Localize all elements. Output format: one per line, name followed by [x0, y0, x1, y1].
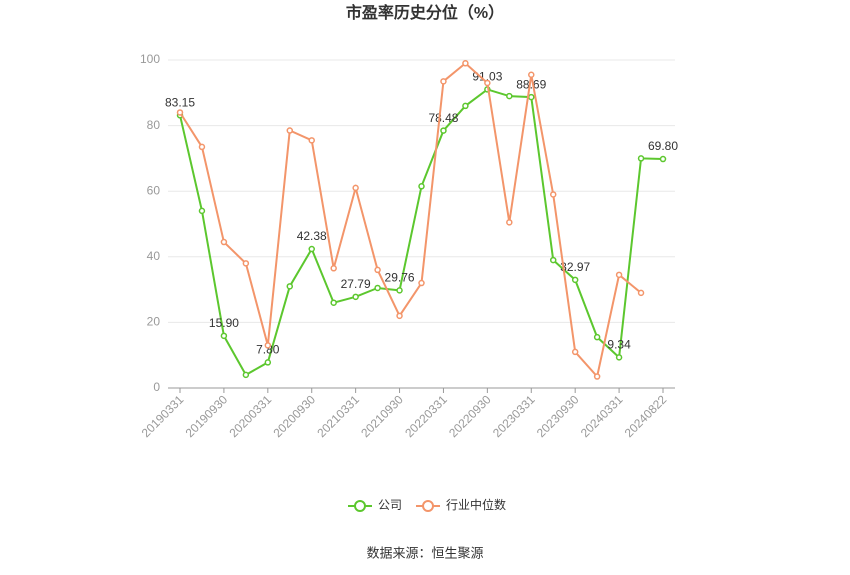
x-tick-label: 20230930: [534, 392, 582, 440]
point: [374, 266, 381, 274]
x-tick-label: 20190331: [139, 392, 187, 440]
series-line: [179, 88, 664, 377]
point: [374, 284, 381, 292]
data-label: 32.97: [560, 260, 590, 274]
point: [352, 293, 359, 301]
series-line: [179, 61, 642, 379]
data-label: 91.03: [472, 70, 502, 84]
x-tick-label: 20200930: [270, 392, 318, 440]
data-label: 69.80: [648, 139, 678, 153]
point: [484, 79, 491, 87]
data-label: 42.38: [297, 229, 327, 243]
data-label: 29.76: [385, 271, 415, 285]
point: [308, 137, 315, 144]
point: [528, 93, 535, 101]
point: [264, 359, 272, 366]
point: [396, 287, 403, 294]
point: [506, 219, 513, 226]
point: [176, 109, 184, 116]
point: [330, 299, 337, 306]
point: [593, 333, 601, 341]
point: [615, 354, 623, 361]
legend-label: 行业中位数: [446, 497, 506, 512]
point: [330, 265, 337, 272]
y-tick-label: 60: [147, 183, 161, 197]
data-label: 7.80: [256, 343, 280, 357]
point: [615, 271, 623, 279]
x-tick-label: 20240822: [622, 392, 670, 440]
y-tick-label: 40: [147, 249, 161, 263]
legend-marker: [422, 500, 435, 512]
point: [440, 78, 447, 85]
y-tick-label: 0: [153, 380, 160, 394]
y-tick-label: 20: [147, 315, 161, 329]
point: [352, 184, 359, 192]
point: [220, 332, 228, 340]
data-label: 9.34: [607, 338, 631, 352]
point: [637, 289, 645, 297]
point: [286, 283, 294, 290]
y-tick-label: 80: [147, 118, 161, 132]
point: [462, 60, 469, 67]
x-tick-label: 20220331: [402, 392, 450, 440]
point: [264, 342, 272, 349]
point: [198, 207, 206, 215]
legend-label: 公司: [378, 498, 402, 512]
data-label: 78.48: [428, 111, 458, 125]
point: [659, 155, 667, 163]
data-label: 88.69: [516, 77, 546, 91]
point: [198, 143, 206, 151]
legend-marker: [354, 500, 366, 512]
y-tick-label: 100: [140, 52, 160, 66]
source: 数据来源：恒生聚源: [366, 545, 483, 560]
x-tick-label: 20190930: [183, 392, 231, 440]
x-tick-label: 20210331: [314, 392, 362, 440]
point: [418, 183, 425, 190]
chart-title: 市盈率历史分位（%）: [346, 3, 504, 22]
point: [242, 260, 250, 267]
x-tick-label: 20210930: [358, 392, 406, 440]
x-tick-label: 20220930: [446, 392, 494, 440]
point: [220, 238, 228, 246]
point: [462, 102, 469, 110]
x-tick-label: 20200331: [227, 392, 275, 440]
point: [308, 245, 315, 253]
point: [593, 373, 601, 380]
point: [549, 256, 557, 264]
point: [440, 127, 447, 134]
data-label: 27.79: [341, 277, 371, 291]
point: [637, 155, 645, 162]
point: [396, 312, 403, 320]
point: [571, 348, 579, 356]
point: [528, 71, 535, 79]
data-label: 15.90: [209, 316, 239, 330]
x-tick-label: 20240331: [578, 392, 626, 440]
point: [286, 127, 294, 134]
point: [506, 92, 513, 100]
point: [549, 191, 557, 198]
data-label: 83.15: [165, 95, 195, 109]
point: [571, 276, 579, 284]
point: [242, 371, 250, 379]
point: [418, 279, 425, 287]
x-tick-label: 20230331: [490, 392, 538, 440]
